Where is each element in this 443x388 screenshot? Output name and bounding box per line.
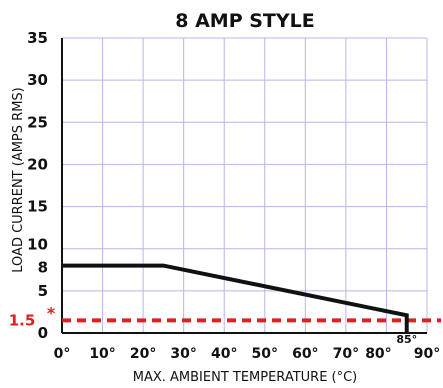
x-tick-label: 0° — [54, 346, 71, 362]
x-tick-label: 70° — [333, 346, 359, 362]
x-tick-label: 60° — [292, 346, 318, 362]
x-tick-label: 40° — [211, 346, 237, 362]
x-axis-label: MAX. AMBIENT TEMPERATURE (°C) — [133, 370, 358, 385]
x-tick-label: 90° — [414, 346, 440, 362]
series-line-0 — [62, 263, 409, 333]
y-tick-label: 1.5 — [9, 311, 36, 329]
reference-line-group: * — [47, 303, 441, 323]
y-tick-label: 8 — [38, 259, 48, 277]
x-tick-label: 50° — [252, 346, 278, 362]
axes — [61, 38, 427, 334]
grid — [61, 37, 428, 334]
chart-title: 8 AMP STYLE — [175, 10, 314, 32]
y-tick-label: 35 — [27, 29, 48, 47]
y-tick-label: 10 — [27, 236, 48, 254]
x-tick-label: 85° — [396, 333, 417, 346]
y-tick-label: 15 — [27, 198, 48, 216]
x-tick-label: 30° — [170, 346, 196, 362]
y-tick-label: 20 — [27, 155, 48, 173]
y-tick-label: 5 — [38, 282, 48, 300]
y-tick-label: 25 — [27, 113, 48, 131]
y-ticks: 0 5 8 10 15 20 25 30 35 1.5 — [9, 29, 48, 342]
reference-asterisk: * — [47, 303, 56, 322]
x-tick-label: 20° — [130, 346, 156, 362]
y-tick-label: 0 — [38, 324, 48, 342]
y-axis-label: LOAD CURRENT (AMPS RMS) — [11, 87, 26, 272]
x-ticks: 0° 10° 20° 30° 40° 50° 60° 70° 80° 85°90° — [54, 333, 441, 362]
series-group — [62, 263, 409, 333]
x-tick-label: 80° — [365, 346, 391, 362]
x-tick-label: 10° — [89, 346, 115, 362]
y-tick-label: 30 — [27, 71, 48, 89]
